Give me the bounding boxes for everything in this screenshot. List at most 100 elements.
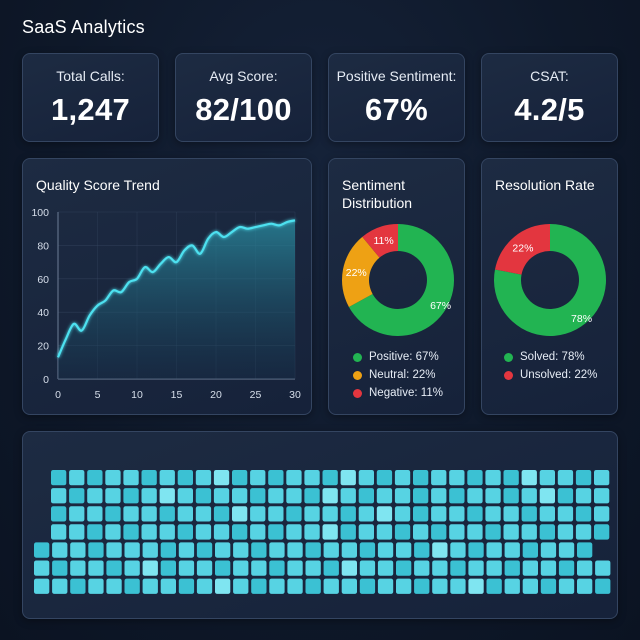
heatmap-cell[interactable]: [341, 542, 357, 558]
heatmap-cell[interactable]: [485, 470, 501, 486]
heatmap-cell[interactable]: [159, 488, 175, 504]
heatmap-cell[interactable]: [467, 524, 483, 540]
heatmap-cell[interactable]: [522, 542, 538, 558]
heatmap-cell[interactable]: [539, 488, 555, 504]
heatmap-cell[interactable]: [269, 560, 285, 576]
heatmap-cell[interactable]: [432, 542, 448, 558]
heatmap-cell[interactable]: [413, 488, 429, 504]
activity-heatmap-panel[interactable]: [22, 431, 618, 619]
heatmap-cell[interactable]: [449, 470, 465, 486]
heatmap-cell[interactable]: [358, 470, 374, 486]
heatmap-cell[interactable]: [233, 560, 249, 576]
heatmap-cell[interactable]: [557, 506, 574, 522]
heatmap-cell[interactable]: [106, 578, 122, 594]
heatmap-cell[interactable]: [577, 560, 593, 576]
heatmap-cell[interactable]: [394, 488, 411, 504]
heatmap-cell[interactable]: [159, 524, 175, 540]
heatmap-cell[interactable]: [196, 542, 213, 558]
heatmap-cell[interactable]: [467, 488, 483, 504]
heatmap-cell[interactable]: [558, 560, 575, 576]
resolution-panel[interactable]: Resolution Rate 78% 22% Solved: 78% Unsol…: [481, 158, 618, 415]
heatmap-cell[interactable]: [413, 524, 429, 540]
heatmap-cell[interactable]: [287, 542, 303, 558]
heatmap-cell[interactable]: [504, 560, 520, 576]
heatmap-cell[interactable]: [105, 488, 121, 504]
heatmap-cell[interactable]: [575, 506, 592, 522]
heatmap-cell[interactable]: [540, 578, 557, 594]
heatmap-cell[interactable]: [51, 470, 67, 486]
heatmap-cell[interactable]: [159, 470, 175, 486]
heatmap-cell[interactable]: [196, 560, 213, 576]
heatmap-cell[interactable]: [521, 506, 537, 522]
heatmap-cell[interactable]: [432, 560, 448, 576]
heatmap-cell[interactable]: [503, 506, 519, 522]
heatmap-cell[interactable]: [396, 578, 412, 594]
heatmap-cell[interactable]: [594, 506, 610, 522]
heatmap-cell[interactable]: [123, 506, 139, 522]
heatmap-cell[interactable]: [268, 524, 284, 540]
heatmap-cell[interactable]: [394, 506, 411, 522]
heatmap-cell[interactable]: [413, 506, 429, 522]
heatmap-cell[interactable]: [69, 488, 85, 504]
heatmap-cell[interactable]: [251, 542, 267, 558]
heatmap-cell[interactable]: [539, 470, 555, 486]
heatmap-cell[interactable]: [286, 488, 302, 504]
heatmap-cell[interactable]: [105, 524, 121, 540]
heatmap-cell[interactable]: [577, 578, 593, 594]
heatmap-cell[interactable]: [105, 506, 121, 522]
heatmap-cell[interactable]: [195, 488, 212, 504]
heatmap-cell[interactable]: [250, 488, 266, 504]
heatmap-cell[interactable]: [377, 578, 394, 594]
heatmap-cell[interactable]: [88, 542, 104, 558]
heatmap-cell[interactable]: [160, 578, 176, 594]
heatmap-cell[interactable]: [215, 542, 231, 558]
heatmap-cell[interactable]: [575, 488, 592, 504]
heatmap-cell[interactable]: [431, 524, 447, 540]
heatmap-cell[interactable]: [215, 560, 231, 576]
heatmap-cell[interactable]: [141, 524, 157, 540]
heatmap-cell[interactable]: [87, 488, 103, 504]
heatmap-cell[interactable]: [142, 578, 158, 594]
heatmap-cell[interactable]: [269, 542, 285, 558]
heatmap-cell[interactable]: [504, 542, 520, 558]
heatmap-cell[interactable]: [34, 578, 50, 594]
heatmap-cell[interactable]: [305, 560, 321, 576]
heatmap-cell[interactable]: [450, 560, 466, 576]
heatmap-cell[interactable]: [450, 542, 466, 558]
heatmap-cell[interactable]: [87, 506, 103, 522]
heatmap-cell[interactable]: [87, 524, 103, 540]
heatmap-cell[interactable]: [69, 506, 85, 522]
heatmap-cell[interactable]: [486, 542, 502, 558]
heatmap-cell[interactable]: [178, 560, 195, 576]
heatmap-cell[interactable]: [233, 578, 249, 594]
heatmap-cell[interactable]: [250, 470, 266, 486]
heatmap-cell[interactable]: [106, 560, 122, 576]
heatmap-cell[interactable]: [540, 560, 557, 576]
heatmap-cell[interactable]: [521, 488, 537, 504]
heatmap-cell[interactable]: [377, 560, 394, 576]
heatmap-cell[interactable]: [268, 506, 284, 522]
heatmap-cell[interactable]: [376, 488, 393, 504]
heatmap-cell[interactable]: [178, 542, 195, 558]
heatmap-cell[interactable]: [52, 542, 68, 558]
heatmap-cell[interactable]: [414, 578, 430, 594]
kpi-card-csat[interactable]: CSAT: 4.2/5: [481, 53, 618, 142]
heatmap-cell[interactable]: [521, 524, 537, 540]
heatmap-cell[interactable]: [304, 470, 320, 486]
heatmap-cell[interactable]: [178, 578, 195, 594]
heatmap-cell[interactable]: [485, 524, 501, 540]
heatmap-cell[interactable]: [232, 524, 248, 540]
heatmap-cell[interactable]: [504, 578, 520, 594]
heatmap-cell[interactable]: [540, 542, 557, 558]
heatmap-cell[interactable]: [286, 524, 302, 540]
heatmap-cell[interactable]: [160, 560, 176, 576]
heatmap-cell[interactable]: [359, 578, 376, 594]
kpi-card-avg-score[interactable]: Avg Score: 82/100: [175, 53, 312, 142]
heatmap-cell[interactable]: [396, 560, 412, 576]
heatmap-cell[interactable]: [123, 488, 139, 504]
heatmap-cell[interactable]: [575, 470, 592, 486]
heatmap-cell[interactable]: [70, 542, 86, 558]
heatmap-cell[interactable]: [376, 470, 393, 486]
heatmap-cell[interactable]: [467, 506, 483, 522]
heatmap-cell[interactable]: [432, 578, 448, 594]
